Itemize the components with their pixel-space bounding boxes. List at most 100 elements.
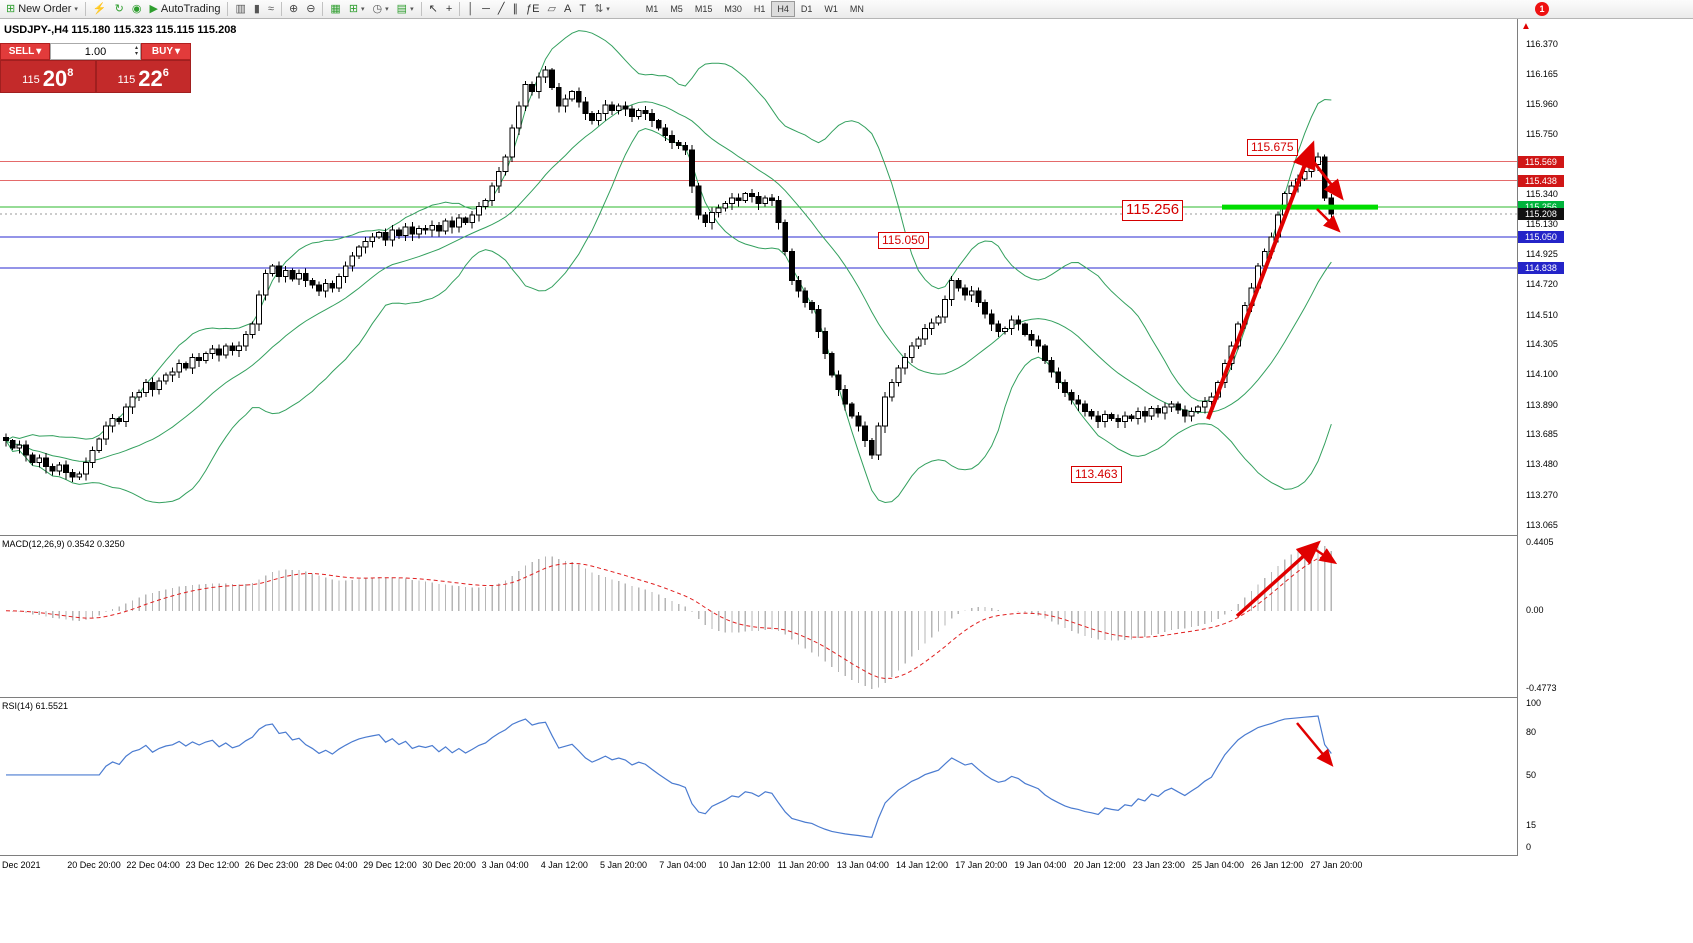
caret-down-icon: ▾ bbox=[74, 6, 78, 13]
time-axis-label: 14 Jan 12:00 bbox=[896, 860, 949, 870]
volume-spinner[interactable]: ▴ ▾ bbox=[135, 45, 138, 57]
buy-price[interactable]: 115 22 6 bbox=[95, 60, 191, 93]
text-label-icon: T bbox=[579, 2, 587, 15]
scale-tick: 15 bbox=[1526, 820, 1537, 831]
one-click-trading-widget: SELL ▾ 1.00 ▴ ▾ BUY ▾ 115 20 8 bbox=[0, 43, 191, 93]
line-chart-button[interactable]: ≈ bbox=[264, 1, 278, 18]
price-annotation[interactable]: 115.256 bbox=[1122, 200, 1184, 221]
new-order-button[interactable]: ⊞ New Order ▾ bbox=[2, 1, 82, 18]
rsi-chart-svg[interactable] bbox=[0, 698, 1517, 854]
vertical-line-button[interactable]: │ bbox=[463, 1, 478, 18]
panel-divider[interactable] bbox=[0, 697, 1581, 698]
caret-down-icon: ▾ bbox=[606, 6, 610, 13]
arrows-button[interactable]: ⇅ ▾ bbox=[590, 1, 614, 18]
timeframe-d1[interactable]: D1 bbox=[795, 1, 819, 17]
scale-tick: 113.890 bbox=[1526, 399, 1558, 410]
metaeditor-button[interactable]: ⚡ bbox=[89, 1, 111, 18]
timeframe-m5[interactable]: M5 bbox=[664, 1, 689, 17]
scroll-marker-icon[interactable]: ▲ bbox=[1521, 21, 1531, 32]
volume-field[interactable]: 1.00 ▴ ▾ bbox=[50, 43, 141, 60]
spinner-up-icon[interactable]: ▴ bbox=[134, 45, 138, 51]
price-annotation[interactable]: 115.675 bbox=[1247, 139, 1298, 156]
rsi-label: RSI(14) 61.5521 bbox=[2, 701, 69, 711]
refresh-button[interactable]: ↻ bbox=[111, 1, 128, 18]
text-label-button[interactable]: T bbox=[575, 1, 590, 18]
scale-tick: 50 bbox=[1526, 770, 1537, 780]
sell-price[interactable]: 115 20 8 bbox=[0, 60, 96, 93]
time-axis[interactable]: Dec 2021 20 Dec 20:00 22 Dec 04:00 23 Dec 1… bbox=[0, 856, 1581, 876]
trade-prices-row: 115 20 8 115 22 6 bbox=[0, 60, 191, 93]
timeframe-h1[interactable]: H1 bbox=[748, 1, 772, 17]
bar-chart-button[interactable]: ▥ bbox=[231, 1, 249, 18]
new-chart-button[interactable]: ⊞ ▾ bbox=[345, 1, 369, 18]
toolbar-separator bbox=[459, 2, 461, 16]
price-annotation[interactable]: 113.463 bbox=[1071, 466, 1122, 483]
scale-tick: 116.165 bbox=[1526, 68, 1558, 79]
time-axis-label: 11 Jan 20:00 bbox=[777, 860, 829, 870]
channel-button[interactable]: ∥ bbox=[509, 1, 523, 18]
zoom-out-button[interactable]: ⊖ bbox=[302, 1, 319, 18]
autotrading-button-label: AutoTrading bbox=[160, 3, 221, 15]
timeframe-h4[interactable]: H4 bbox=[771, 1, 795, 17]
fibonacci-button[interactable]: ƒE bbox=[522, 1, 543, 18]
time-axis-label: 26 Dec 23:00 bbox=[244, 860, 299, 870]
arrows-icon: ⇅ bbox=[594, 2, 604, 15]
caret-down-icon: ▾ bbox=[410, 6, 414, 13]
toolbar-items: ⊞ New Order ▾ ⚡ ↻ ◉ ▶ AutoTrading ▥ ▮ ≈ ⊕ ⊖ ▦ ⊞ ▾ ◷ ▾ ▤ ▾ ↖ +… bbox=[2, 0, 614, 19]
scale-tick: 114.305 bbox=[1526, 339, 1558, 350]
sell-price-pips: 20 bbox=[42, 66, 68, 92]
timeframe-m1[interactable]: M1 bbox=[640, 1, 665, 17]
cursor-button[interactable]: ↖ bbox=[425, 1, 442, 18]
price-tag: 114.838 bbox=[1518, 261, 1564, 274]
price-tag: 115.050 bbox=[1518, 231, 1564, 244]
scale-tick: 114.100 bbox=[1526, 369, 1558, 380]
time-axis-label: 27 Jan 20:00 bbox=[1310, 860, 1363, 870]
candlestick-chart-button[interactable]: ▮ bbox=[250, 1, 264, 18]
scale-tick: 113.480 bbox=[1526, 459, 1558, 470]
price-rail[interactable]: 116.370 116.165 115.960 115.750 115.340 115.1… bbox=[1517, 19, 1581, 876]
zoom-in-button[interactable]: ⊕ bbox=[285, 1, 302, 18]
tile-windows-icon: ▦ bbox=[330, 2, 341, 15]
autotrading-button[interactable]: ▶ AutoTrading bbox=[145, 1, 224, 18]
timeframe-m15[interactable]: M15 bbox=[689, 1, 719, 17]
timeframe-w1[interactable]: W1 bbox=[818, 1, 844, 17]
scale-tick: 116.370 bbox=[1526, 39, 1558, 50]
text-button[interactable]: A bbox=[560, 1, 575, 18]
scale-tick: 113.685 bbox=[1526, 429, 1558, 440]
spinner-down-icon[interactable]: ▾ bbox=[134, 51, 138, 57]
macd-chart-svg[interactable] bbox=[0, 536, 1517, 696]
scale-tick: 114.720 bbox=[1526, 278, 1558, 289]
toolbar-separator bbox=[420, 2, 422, 16]
main-chart-svg[interactable] bbox=[0, 19, 1517, 535]
timeframe-m30[interactable]: M30 bbox=[718, 1, 748, 17]
template-button[interactable]: ▤ ▾ bbox=[393, 1, 418, 18]
shapes-button[interactable]: ▱ bbox=[544, 1, 560, 18]
rsi-panel[interactable]: RSI(14) 61.5521 bbox=[0, 698, 1517, 855]
period-button[interactable]: ◷ ▾ bbox=[369, 1, 393, 18]
timeframe-mn[interactable]: MN bbox=[844, 1, 870, 17]
lightning-icon: ⚡ bbox=[92, 2, 107, 15]
trendline-button[interactable]: ╱ bbox=[494, 1, 509, 18]
main-chart-panel[interactable]: USDJPY-,H4 115.180 115.323 115.115 115.2… bbox=[0, 19, 1517, 535]
buy-button[interactable]: BUY ▾ bbox=[141, 43, 191, 60]
timeframe-bar: M1 M5 M15 M30 H1 H4 D1 W1 MN bbox=[640, 0, 870, 19]
time-axis-label: 10 Jan 12:00 bbox=[718, 860, 771, 870]
horizontal-line-button[interactable]: ─ bbox=[478, 1, 494, 18]
trend-arrows-layer bbox=[1206, 140, 1344, 420]
scale-tick: 115.960 bbox=[1526, 98, 1558, 109]
scale-tick: 0 bbox=[1526, 842, 1532, 852]
candles-layer bbox=[3, 65, 1335, 483]
expert-advisors-button[interactable]: ◉ bbox=[128, 1, 146, 18]
play-circle-icon: ◉ bbox=[131, 2, 142, 15]
tile-windows-button[interactable]: ▦ bbox=[326, 1, 344, 18]
price-annotation[interactable]: 115.050 bbox=[878, 232, 929, 249]
macd-panel[interactable]: MACD(12,26,9) 0.3542 0.3250 bbox=[0, 536, 1517, 697]
price-tag: 115.569 bbox=[1518, 155, 1564, 168]
scale-tick: 113.270 bbox=[1526, 489, 1558, 500]
sell-button[interactable]: SELL ▾ bbox=[0, 43, 50, 60]
panel-divider[interactable] bbox=[0, 855, 1581, 856]
text-icon: A bbox=[563, 2, 572, 15]
crosshair-button[interactable]: + bbox=[442, 1, 456, 18]
notification-badge[interactable]: 1 bbox=[1535, 2, 1549, 16]
panel-divider[interactable] bbox=[0, 535, 1581, 536]
